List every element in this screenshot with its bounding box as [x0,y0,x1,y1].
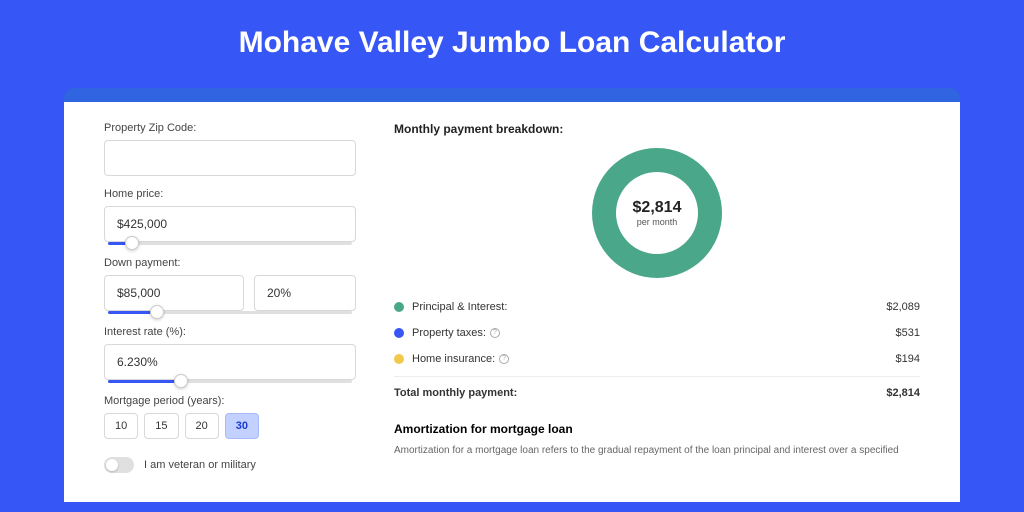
breakdown-row-total: Total monthly payment: $2,814 [394,376,920,406]
ins-label-text: Home insurance: [412,353,495,365]
tax-value: $531 [896,327,920,339]
info-icon[interactable]: ? [490,328,500,338]
down-payment-input[interactable] [104,275,244,311]
ins-value: $194 [896,353,920,365]
period-btn-30[interactable]: 30 [225,413,259,439]
ins-dot-icon [394,354,404,364]
period-options: 1015 2030 [104,413,356,439]
donut-chart: $2,814 per month [394,144,920,294]
period-btn-15[interactable]: 15 [144,413,178,439]
calculator-card: Property Zip Code: Home price: Down paym… [64,102,960,502]
home-price-slider[interactable] [108,242,352,245]
total-label: Total monthly payment: [394,387,886,399]
interest-slider-thumb[interactable] [174,374,188,388]
pi-value: $2,089 [886,301,920,313]
form-column: Property Zip Code: Home price: Down paym… [104,122,384,502]
page-title: Mohave Valley Jumbo Loan Calculator [0,0,1024,70]
zip-input[interactable] [104,140,356,176]
tax-label-text: Property taxes: [412,327,486,339]
donut-subtitle: per month [637,217,678,227]
info-icon[interactable]: ? [499,354,509,364]
home-price-input[interactable] [104,206,356,242]
donut-amount: $2,814 [633,199,682,217]
pi-label: Principal & Interest: [412,301,886,313]
total-value: $2,814 [886,387,920,399]
down-payment-label: Down payment: [104,257,356,269]
amortization-title: Amortization for mortgage loan [394,422,920,436]
down-payment-pct-input[interactable] [254,275,356,311]
period-label: Mortgage period (years): [104,395,356,407]
home-price-slider-thumb[interactable] [125,236,139,250]
veteran-toggle[interactable] [104,457,134,473]
tax-label: Property taxes: ? [412,327,896,339]
breakdown-column: Monthly payment breakdown: $2,814 per mo… [384,122,920,502]
veteran-toggle-knob [106,459,118,471]
breakdown-title: Monthly payment breakdown: [394,122,920,136]
amortization-text: Amortization for a mortgage loan refers … [394,444,920,458]
pi-dot-icon [394,302,404,312]
donut-center: $2,814 per month [616,172,698,254]
interest-slider-fill [108,380,181,383]
period-btn-20[interactable]: 20 [185,413,219,439]
down-payment-slider-thumb[interactable] [150,305,164,319]
zip-label: Property Zip Code: [104,122,356,134]
outer-card: Property Zip Code: Home price: Down paym… [64,88,960,502]
breakdown-row-pi: Principal & Interest: $2,089 [394,294,920,320]
veteran-label: I am veteran or military [144,459,256,471]
ins-label: Home insurance: ? [412,353,896,365]
interest-slider[interactable] [108,380,352,383]
interest-label: Interest rate (%): [104,326,356,338]
down-payment-slider[interactable] [108,311,352,314]
interest-input[interactable] [104,344,356,380]
period-btn-10[interactable]: 10 [104,413,138,439]
home-price-label: Home price: [104,188,356,200]
breakdown-row-ins: Home insurance: ? $194 [394,346,920,372]
breakdown-row-tax: Property taxes: ? $531 [394,320,920,346]
tax-dot-icon [394,328,404,338]
